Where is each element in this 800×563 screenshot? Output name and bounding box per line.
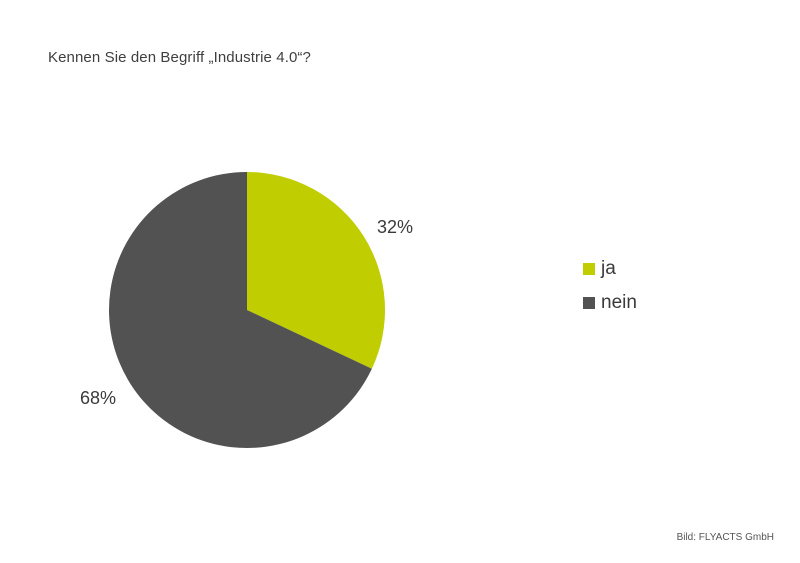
value-label-ja: 32% [377,217,413,237]
value-label-nein: 68% [80,388,116,408]
pie-slice-ja [247,172,385,369]
legend-swatch-ja [583,263,595,275]
legend-swatch-nein [583,297,595,309]
image-credit: Bild: FLYACTS GmbH [676,532,774,543]
legend-label-nein: nein [601,292,637,313]
pie-value-labels: 32% 68% [80,217,413,408]
pie-slice-nein [109,172,372,448]
pie-slices [109,172,385,448]
chart-legend: ja nein [583,252,637,320]
legend-label-ja: ja [601,258,616,279]
chart-title: Kennen Sie den Begriff „Industrie 4.0“? [48,49,311,66]
legend-item-nein: nein [583,286,637,320]
legend-item-ja: ja [583,252,637,286]
